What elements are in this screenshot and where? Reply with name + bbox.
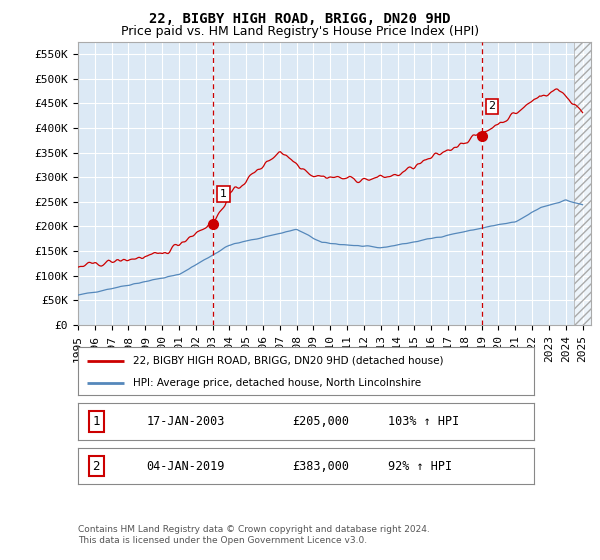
Text: 1: 1 xyxy=(220,189,227,199)
Bar xyxy=(574,42,591,325)
Text: 22, BIGBY HIGH ROAD, BRIGG, DN20 9HD (detached house): 22, BIGBY HIGH ROAD, BRIGG, DN20 9HD (de… xyxy=(133,356,443,366)
Text: 103% ↑ HPI: 103% ↑ HPI xyxy=(388,415,460,428)
Text: HPI: Average price, detached house, North Lincolnshire: HPI: Average price, detached house, Nort… xyxy=(133,378,421,388)
Text: Contains HM Land Registry data © Crown copyright and database right 2024.
This d: Contains HM Land Registry data © Crown c… xyxy=(78,525,430,545)
Text: 17-JAN-2003: 17-JAN-2003 xyxy=(146,415,225,428)
Text: £383,000: £383,000 xyxy=(292,460,349,473)
Text: 1: 1 xyxy=(92,415,100,428)
Text: 04-JAN-2019: 04-JAN-2019 xyxy=(146,460,225,473)
Text: Price paid vs. HM Land Registry's House Price Index (HPI): Price paid vs. HM Land Registry's House … xyxy=(121,25,479,38)
Text: 2: 2 xyxy=(92,460,100,473)
Text: 2: 2 xyxy=(488,101,496,111)
Bar xyxy=(574,42,591,325)
Text: 92% ↑ HPI: 92% ↑ HPI xyxy=(388,460,452,473)
Text: £205,000: £205,000 xyxy=(292,415,349,428)
Text: 22, BIGBY HIGH ROAD, BRIGG, DN20 9HD: 22, BIGBY HIGH ROAD, BRIGG, DN20 9HD xyxy=(149,12,451,26)
